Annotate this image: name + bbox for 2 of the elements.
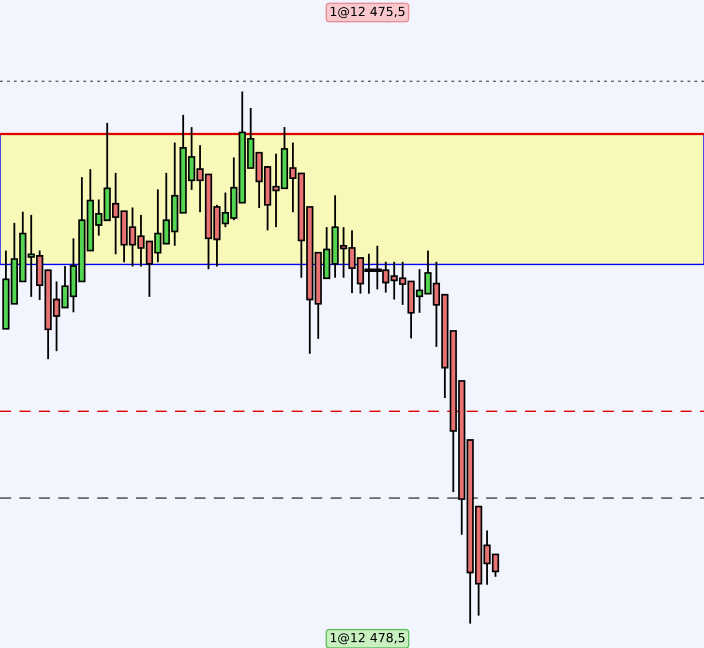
text: 1@12 478,5 [330, 632, 404, 644]
text: 1@12 475,5 [330, 6, 404, 18]
